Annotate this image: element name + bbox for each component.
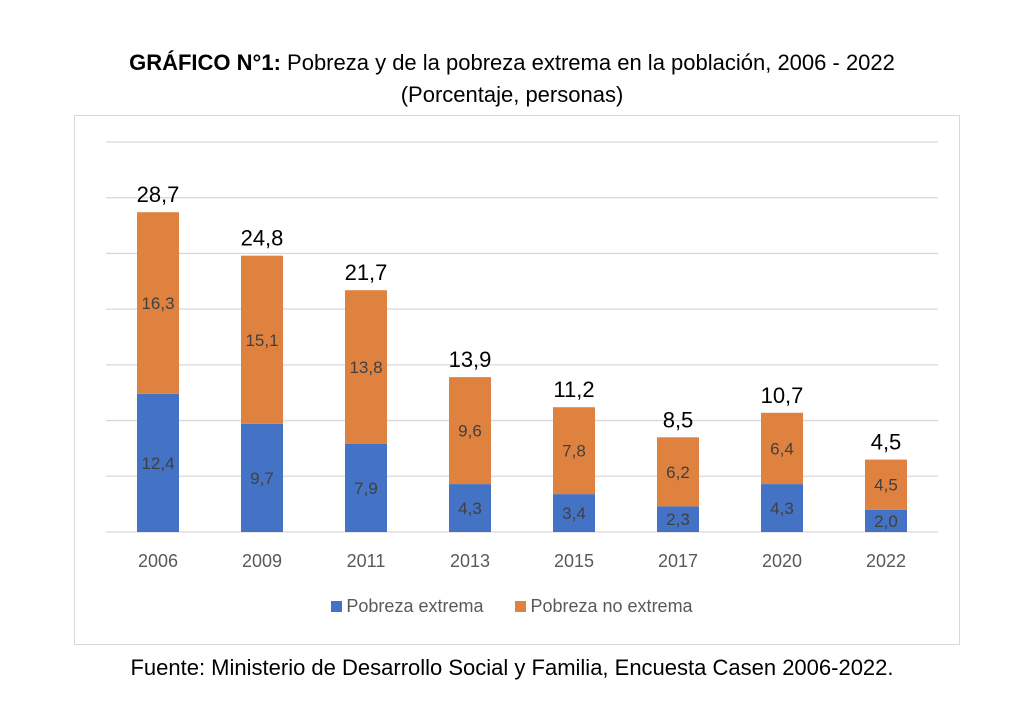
segment-label: 12,4 <box>141 454 174 473</box>
segment-label: 9,7 <box>250 469 274 488</box>
bar-pobreza-extrema-2015 <box>553 494 595 532</box>
x-tick-label: 2009 <box>242 551 282 571</box>
gridlines <box>106 141 938 533</box>
x-tick-label: 2022 <box>866 551 906 571</box>
legend-swatch-pobreza-extrema <box>331 601 343 612</box>
legend-label-pobreza-extrema: Pobreza extrema <box>346 596 484 616</box>
total-label: 10,7 <box>761 383 804 408</box>
segment-label: 3,4 <box>562 504 586 523</box>
bar-pobreza-no-extrema-2015 <box>553 407 595 495</box>
segment-label: 15,1 <box>245 331 278 350</box>
chart-subtitle: (Porcentaje, personas) <box>400 82 624 107</box>
segment-label: 9,6 <box>458 422 482 441</box>
segment-label: 4,3 <box>770 499 794 518</box>
bars <box>137 212 907 532</box>
x-tick-labels: 2006 2009 2011 2013 2015 2017 2020 2022 <box>138 551 906 571</box>
bar-pobreza-extrema-2022 <box>865 509 907 532</box>
bar-pobreza-extrema-2013 <box>449 484 491 532</box>
total-label: 28,7 <box>137 182 180 207</box>
bar-pobreza-extrema-2009 <box>241 423 283 532</box>
total-label: 21,7 <box>345 260 388 285</box>
segment-label: 2,3 <box>666 510 690 529</box>
bar-pobreza-no-extrema-2013 <box>449 377 491 485</box>
x-tick-label: 2006 <box>138 551 178 571</box>
segment-label: 6,2 <box>666 463 690 482</box>
bar-pobreza-extrema-2017 <box>657 506 699 532</box>
segment-label: 16,3 <box>141 294 174 313</box>
bar-pobreza-extrema-2006 <box>137 393 179 532</box>
x-tick-label: 2020 <box>762 551 802 571</box>
legend-item-pobreza-no-extrema: Pobreza no extrema <box>515 596 693 617</box>
legend-item-pobreza-extrema: Pobreza extrema <box>331 596 483 617</box>
segment-label: 7,9 <box>354 479 378 498</box>
bar-pobreza-no-extrema-2011 <box>345 290 387 444</box>
bar-pobreza-no-extrema-2020 <box>761 412 803 485</box>
chart-title-text: Pobreza y de la pobreza extrema en la po… <box>280 50 895 75</box>
bar-pobreza-extrema-2020 <box>761 484 803 532</box>
source-note: Fuente: Ministerio de Desarrollo Social … <box>130 655 894 680</box>
segment-label: 4,3 <box>458 499 482 518</box>
total-label: 24,8 <box>241 226 284 251</box>
segment-label: 2,0 <box>874 512 898 531</box>
total-label: 13,9 <box>449 347 492 372</box>
segment-label: 4,5 <box>874 476 898 495</box>
chart-title-bold: GRÁFICO N°1: <box>129 50 281 75</box>
bar-pobreza-no-extrema-2017 <box>657 437 699 507</box>
data-labels: 12,4 16,3 28,7 9,7 15,1 24,8 7,9 13,8 21,7 4,3 9,6… <box>137 182 902 531</box>
bar-pobreza-extrema-2011 <box>345 443 387 532</box>
chart-frame <box>74 115 960 645</box>
bar-pobreza-no-extrema-2006 <box>137 212 179 394</box>
segment-label: 13,8 <box>349 358 382 377</box>
bar-pobreza-no-extrema-2009 <box>241 255 283 424</box>
x-tick-label: 2017 <box>658 551 698 571</box>
legend: Pobreza extrema Pobreza no extrema <box>0 596 1024 617</box>
segment-label: 7,8 <box>562 442 586 461</box>
total-label: 8,5 <box>663 407 694 432</box>
legend-swatch-pobreza-no-extrema <box>515 601 527 612</box>
chart-title: GRÁFICO N°1: Pobreza y de la pobreza ext… <box>0 48 1024 78</box>
total-label: 11,2 <box>553 377 594 402</box>
x-tick-label: 2015 <box>554 551 594 571</box>
x-tick-label: 2013 <box>450 551 490 571</box>
bar-pobreza-no-extrema-2022 <box>865 459 907 510</box>
segment-label: 6,4 <box>770 439 794 458</box>
total-label: 4,5 <box>871 430 902 455</box>
x-tick-label: 2011 <box>347 551 386 571</box>
legend-label-pobreza-no-extrema: Pobreza no extrema <box>530 596 693 616</box>
